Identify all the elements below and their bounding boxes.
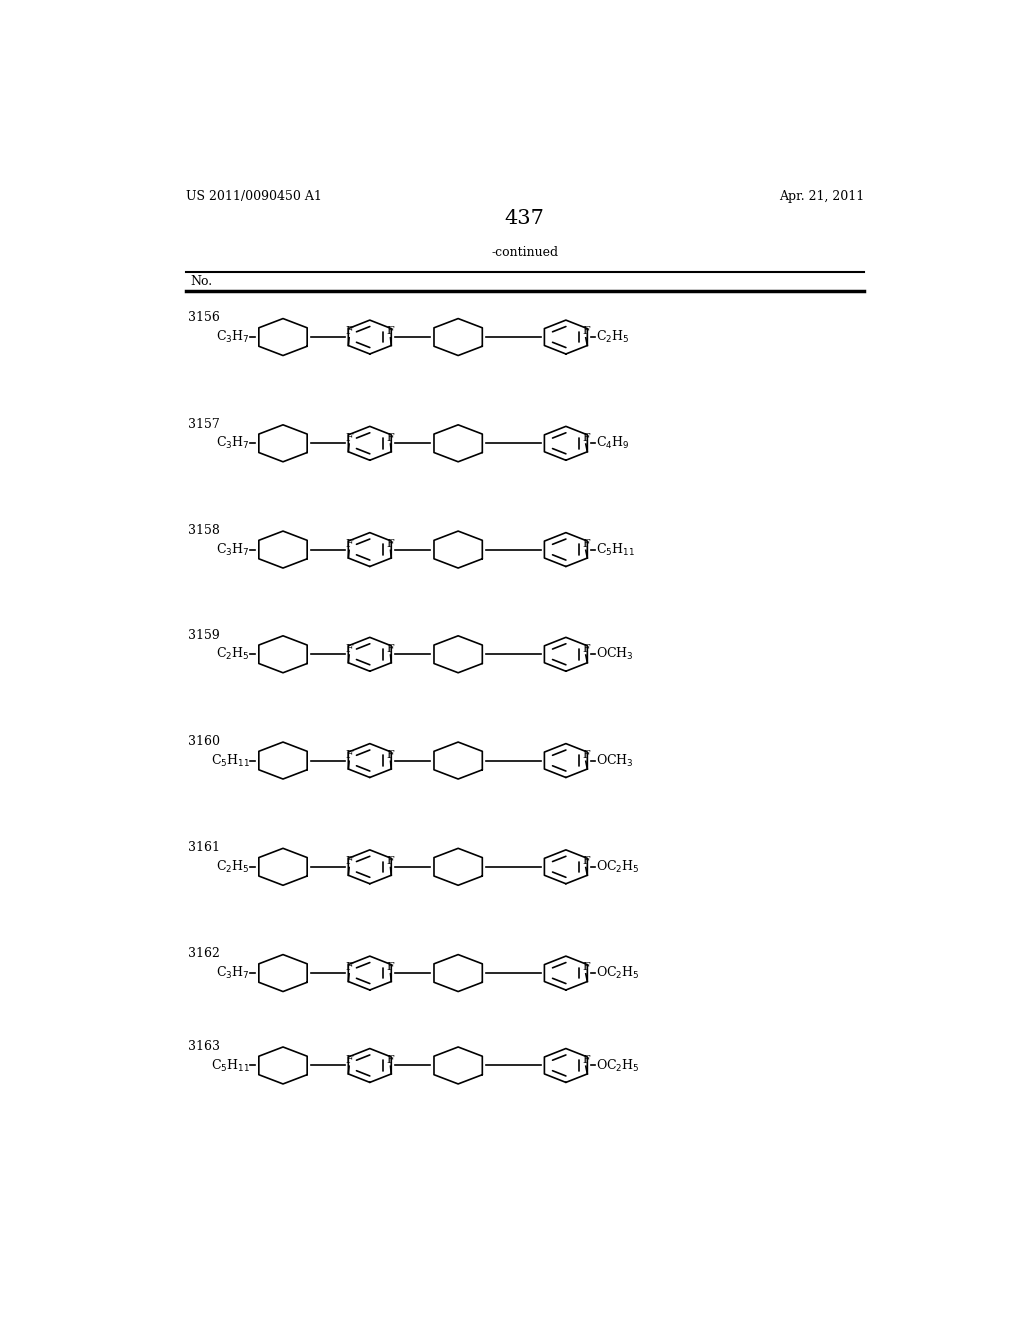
- Text: F: F: [582, 857, 590, 866]
- Text: 3158: 3158: [188, 524, 220, 537]
- Text: 3161: 3161: [188, 841, 220, 854]
- Text: F: F: [345, 962, 353, 973]
- Text: 3162: 3162: [188, 948, 220, 961]
- Text: C$_5$H$_{11}$: C$_5$H$_{11}$: [211, 752, 250, 768]
- Text: Apr. 21, 2011: Apr. 21, 2011: [779, 190, 864, 203]
- Text: F: F: [387, 326, 394, 337]
- Text: No.: No.: [190, 275, 212, 288]
- Text: F: F: [387, 857, 394, 866]
- Text: C$_2$H$_5$: C$_2$H$_5$: [596, 329, 630, 345]
- Text: OC$_2$H$_5$: OC$_2$H$_5$: [596, 1057, 640, 1073]
- Text: F: F: [387, 962, 394, 973]
- Text: F: F: [387, 433, 394, 442]
- Text: 3156: 3156: [188, 312, 220, 325]
- Text: F: F: [345, 539, 353, 549]
- Text: F: F: [387, 539, 394, 549]
- Text: F: F: [582, 1055, 590, 1065]
- Text: F: F: [582, 750, 590, 760]
- Text: OCH$_3$: OCH$_3$: [596, 752, 634, 768]
- Text: F: F: [345, 1055, 353, 1065]
- Text: OC$_2$H$_5$: OC$_2$H$_5$: [596, 965, 640, 981]
- Text: F: F: [582, 433, 590, 442]
- Text: F: F: [582, 539, 590, 549]
- Text: F: F: [387, 644, 394, 653]
- Text: F: F: [345, 433, 353, 442]
- Text: C$_5$H$_{11}$: C$_5$H$_{11}$: [211, 1057, 250, 1073]
- Text: F: F: [582, 962, 590, 973]
- Text: C$_5$H$_{11}$: C$_5$H$_{11}$: [596, 541, 635, 557]
- Text: F: F: [345, 750, 353, 760]
- Text: C$_3$H$_7$: C$_3$H$_7$: [216, 541, 250, 557]
- Text: C$_3$H$_7$: C$_3$H$_7$: [216, 436, 250, 451]
- Text: F: F: [345, 857, 353, 866]
- Text: C$_3$H$_7$: C$_3$H$_7$: [216, 965, 250, 981]
- Text: F: F: [345, 644, 353, 653]
- Text: C$_4$H$_9$: C$_4$H$_9$: [596, 436, 630, 451]
- Text: C$_2$H$_5$: C$_2$H$_5$: [216, 859, 250, 875]
- Text: 3163: 3163: [188, 1040, 220, 1053]
- Text: OC$_2$H$_5$: OC$_2$H$_5$: [596, 859, 640, 875]
- Text: US 2011/0090450 A1: US 2011/0090450 A1: [186, 190, 322, 203]
- Text: C$_3$H$_7$: C$_3$H$_7$: [216, 329, 250, 345]
- Text: F: F: [582, 326, 590, 337]
- Text: 437: 437: [505, 209, 545, 228]
- Text: F: F: [582, 644, 590, 653]
- Text: F: F: [345, 326, 353, 337]
- Text: C$_2$H$_5$: C$_2$H$_5$: [216, 647, 250, 663]
- Text: F: F: [387, 1055, 394, 1065]
- Text: F: F: [387, 750, 394, 760]
- Text: -continued: -continued: [492, 246, 558, 259]
- Text: 3157: 3157: [188, 417, 220, 430]
- Text: 3159: 3159: [188, 628, 220, 642]
- Text: OCH$_3$: OCH$_3$: [596, 647, 634, 663]
- Text: 3160: 3160: [188, 735, 220, 748]
